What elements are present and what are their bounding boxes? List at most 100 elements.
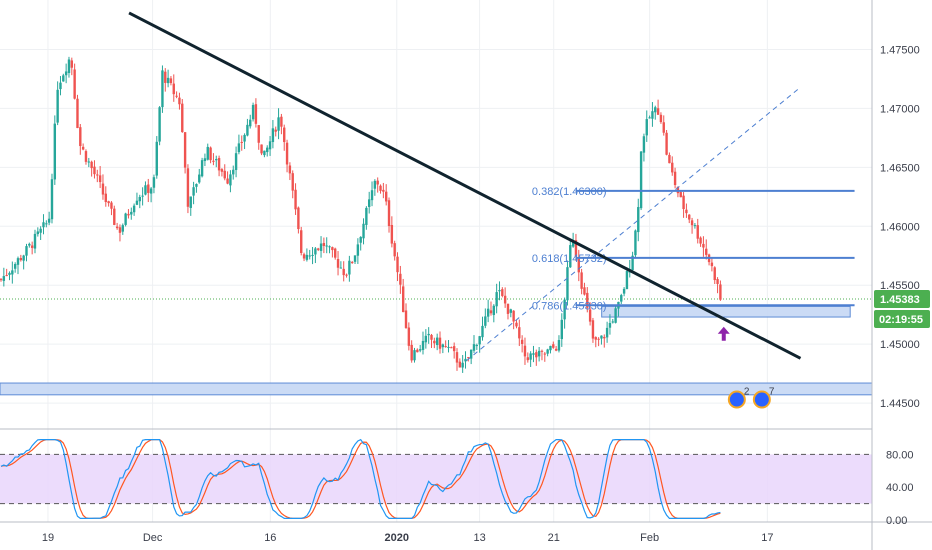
candle-body (132, 205, 136, 213)
candle-body (713, 267, 716, 281)
candle-body (96, 174, 99, 176)
candle-body (433, 340, 436, 344)
candle-body (690, 220, 694, 226)
fib-label: 0.786(1.45330) (532, 300, 607, 312)
candle-body (325, 245, 328, 247)
candle-body (268, 141, 272, 150)
candle-body (543, 353, 546, 355)
candle-body (461, 362, 464, 368)
candle-body (331, 247, 334, 251)
candle-body (149, 188, 153, 194)
candle-body (209, 147, 212, 161)
candle-body (302, 254, 306, 259)
candle-body (563, 299, 566, 320)
candle-body (702, 243, 705, 248)
candle-body (251, 104, 255, 120)
candle-body (518, 327, 521, 339)
time-tick-label: 13 (473, 532, 485, 544)
candle-body (328, 246, 331, 248)
candle-body (175, 95, 178, 97)
candle-body (475, 345, 479, 347)
candle-body (64, 71, 68, 76)
price-tick-label: 1.47500 (880, 45, 920, 57)
candle-body (36, 231, 40, 235)
candle-body (240, 141, 243, 143)
candle-body (8, 272, 11, 275)
time-tick-label: 2020 (385, 532, 409, 544)
candle-body (47, 218, 51, 223)
candle-body (113, 208, 116, 225)
candle-body (407, 327, 411, 346)
event-icon (752, 390, 771, 409)
candle-body (699, 237, 702, 244)
candle-body (217, 158, 221, 171)
candle-body (387, 200, 391, 226)
candle-body (229, 174, 232, 186)
candle-body (90, 161, 93, 169)
oscillator-axis[interactable]: 80.00 40.00 0.00 (886, 449, 914, 527)
time-axis[interactable]: 19 Dec 16 2020 13 21 Feb 17 (42, 532, 774, 544)
candle-body (155, 141, 158, 176)
candle-body (688, 214, 691, 220)
candle-body (418, 349, 422, 351)
candle-body (186, 168, 190, 207)
candle-body (450, 347, 453, 349)
candle-body (220, 169, 224, 172)
candle-body (0, 279, 3, 281)
candle-body (495, 292, 498, 307)
candle-body (127, 213, 130, 216)
candle-body (571, 241, 575, 247)
candle-body (266, 147, 269, 153)
candle-body (322, 242, 326, 247)
candle-body (285, 142, 289, 165)
candle-body (342, 268, 345, 276)
candle-body (625, 270, 629, 290)
dashed-trend-channel (466, 86, 801, 362)
candle-body (367, 199, 371, 207)
candle-body (294, 189, 297, 210)
candle-body (390, 225, 394, 244)
candle-body (98, 175, 102, 183)
up-arrow-icon (717, 326, 730, 341)
price-badge-text: 1.45383 (880, 294, 920, 306)
candle-body (608, 323, 612, 328)
price-badges: 1.45383 02:19:55 (874, 290, 930, 329)
oscillator-tick-label: 40.00 (886, 482, 914, 494)
candle-body (319, 243, 323, 251)
candle-body (189, 196, 192, 208)
candle-body (226, 178, 229, 184)
candle-body (206, 146, 209, 160)
candle-body (305, 254, 309, 260)
candle-body (404, 310, 408, 328)
time-tick-label: Dec (143, 532, 163, 544)
price-tick-label: 1.45000 (880, 339, 920, 351)
candle-body (348, 260, 351, 275)
candle-body (28, 243, 31, 246)
candle-body (648, 117, 651, 119)
candle-body (53, 123, 57, 180)
candle-body (540, 350, 544, 352)
candle-body (104, 193, 107, 203)
candle-body (614, 308, 617, 323)
oscillator-tick-label: 0.00 (886, 515, 907, 527)
candle-body (421, 340, 425, 350)
candle-body (549, 345, 552, 351)
candle-body (529, 353, 532, 360)
candle-body (56, 89, 59, 123)
candle-body (22, 255, 25, 261)
candle-body (144, 185, 147, 195)
candle-body (172, 83, 175, 95)
candle-body (611, 321, 614, 323)
descending-trendline[interactable] (128, 11, 802, 360)
event-icon (727, 390, 746, 409)
fib-label: 0.382(1.46300) (532, 186, 607, 198)
candle-body (141, 195, 144, 197)
price-axis[interactable]: 1.47500 1.47000 1.46500 1.46000 1.45500 1.450… (880, 45, 920, 411)
candle-body (583, 287, 586, 295)
candle-body (580, 272, 583, 289)
candle-body (639, 151, 643, 209)
candle-body (566, 267, 569, 301)
candle-body (81, 146, 85, 150)
